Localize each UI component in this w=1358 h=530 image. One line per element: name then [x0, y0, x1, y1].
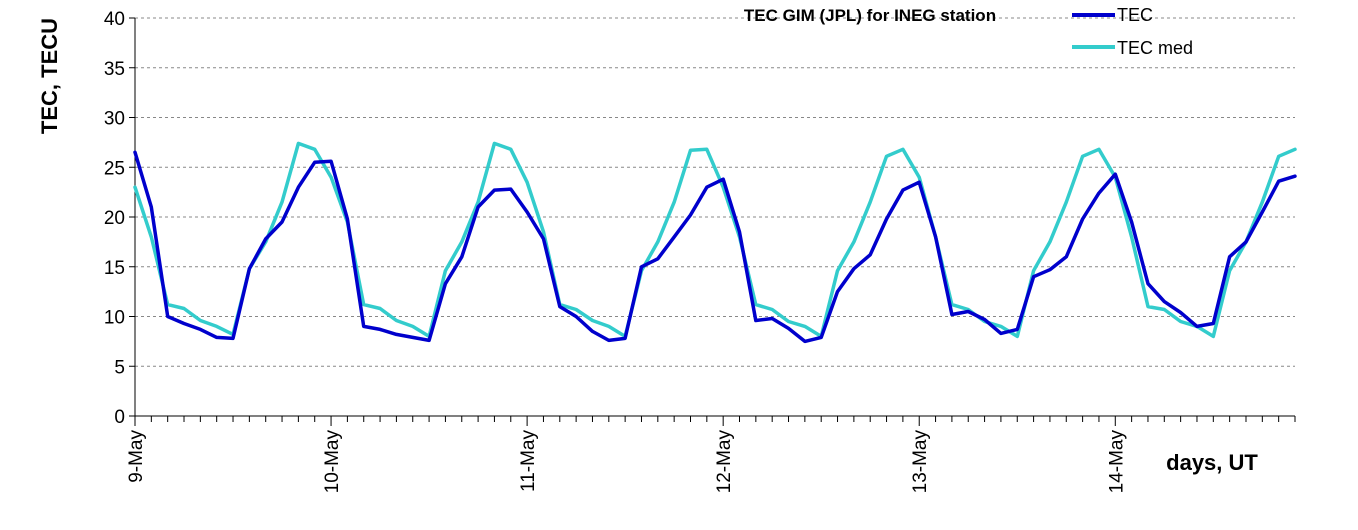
y-tick-label: 40: [104, 9, 125, 30]
y-tick-label: 0: [114, 407, 125, 428]
y-tick-label: 15: [104, 258, 125, 279]
series-lines: [133, 141, 1297, 344]
y-tick-label: 35: [104, 59, 125, 80]
y-ticks: 0 5 10 15 20 25 30 35 40: [104, 9, 135, 428]
x-day-label: 12-May: [714, 430, 735, 494]
y-tick-label: 25: [104, 158, 125, 179]
x-day-label: 9-May: [126, 430, 147, 483]
series-line-tec: [133, 150, 1297, 344]
series-line-tec-med: [133, 141, 1297, 339]
y-tick-label: 10: [104, 308, 125, 329]
x-day-label: 13-May: [910, 430, 931, 494]
x-day-label: 11-May: [518, 430, 539, 492]
x-ticks: 9-May 10-May 11-May 12-May 13-May 14-May: [126, 416, 1296, 494]
legend-label-tec-med: TEC med: [1117, 38, 1193, 58]
gridlines: [135, 17, 1295, 367]
chart-title: TEC GIM (JPL) for INEG station: [744, 6, 996, 25]
x-day-label: 14-May: [1106, 430, 1127, 494]
y-tick-label: 30: [104, 109, 125, 130]
y-tick-label: 20: [104, 208, 125, 229]
legend: TEC TEC med: [1072, 5, 1193, 58]
x-day-label: 10-May: [322, 430, 343, 494]
y-axis-title: TEC, TECU: [37, 18, 62, 134]
x-axis-title: days, UT: [1166, 450, 1258, 475]
y-tick-label: 5: [114, 357, 125, 378]
legend-label-tec: TEC: [1117, 5, 1153, 25]
